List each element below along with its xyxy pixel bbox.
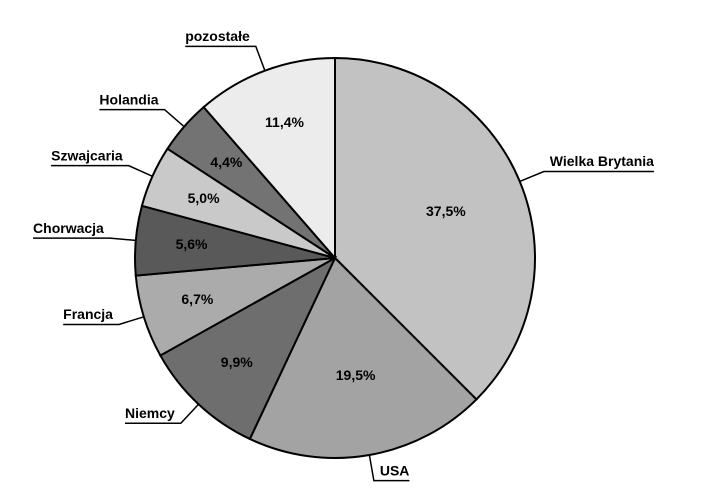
value-label: 37,5%	[426, 203, 466, 219]
value-label: 5,0%	[188, 190, 220, 206]
category-label: Niemcy	[125, 405, 175, 421]
category-label: Francja	[63, 306, 113, 322]
leader-line	[124, 403, 200, 424]
value-label: 5,6%	[176, 236, 208, 252]
category-label: Chorwacja	[33, 220, 104, 236]
value-label: 11,4%	[265, 114, 304, 130]
category-label: USA	[380, 462, 410, 478]
category-label: pozostałe	[185, 28, 250, 44]
leader-line	[33, 237, 136, 242]
pie-slice	[158, 255, 338, 441]
leader-line	[63, 316, 145, 326]
value-label: 6,7%	[181, 291, 213, 307]
value-label: 4,4%	[210, 154, 242, 170]
value-label: 9,9%	[221, 354, 253, 370]
pie-slice	[202, 56, 336, 261]
category-label: Wielka Brytania	[550, 153, 654, 169]
leader-line	[51, 164, 153, 177]
leader-line	[368, 454, 410, 482]
leader-line	[519, 170, 654, 183]
pie-slice	[248, 256, 478, 459]
pie-slice	[334, 56, 536, 401]
category-label: Holandia	[99, 91, 158, 107]
category-label: Szwajcaria	[51, 147, 123, 163]
leader-line	[99, 108, 185, 128]
leader-line	[185, 45, 266, 71]
value-label: 19,5%	[336, 367, 376, 383]
